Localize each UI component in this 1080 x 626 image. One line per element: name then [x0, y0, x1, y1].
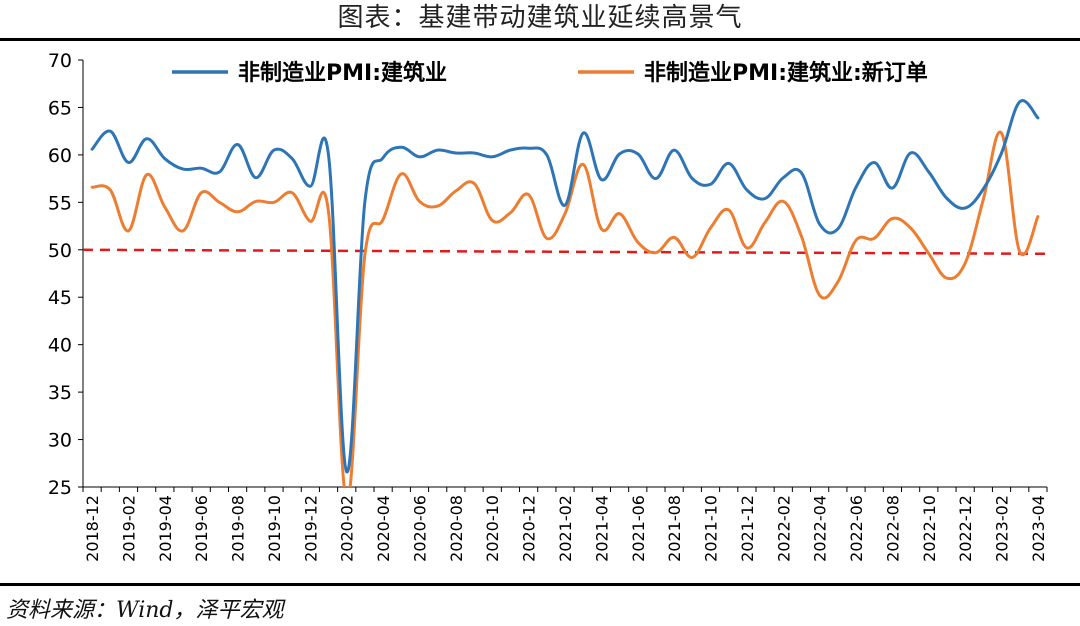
x-tick-label: 2018-12: [83, 495, 102, 562]
chart-legend: 非制造业PMI:建筑业 非制造业PMI:建筑业:新订单: [172, 60, 928, 86]
series-line-1: [90, 130, 1040, 487]
y-tick-label: 70: [48, 50, 72, 72]
x-tick-label: 2019-08: [229, 495, 248, 562]
x-tick-label: 2021-04: [592, 495, 611, 562]
x-tick-label: 2022-06: [847, 495, 866, 562]
x-tick-label: 2023-02: [993, 495, 1012, 562]
x-tick-label: 2019-10: [265, 495, 284, 562]
x-tick-label: 2022-12: [956, 495, 975, 562]
y-tick-label: 50: [48, 240, 72, 262]
y-tick-label: 25: [48, 477, 72, 499]
y-tick-label: 65: [48, 97, 72, 119]
title-divider: [0, 38, 1080, 41]
x-tick-label: 2019-12: [301, 495, 320, 562]
chart-axes: 25 30 35 40 45 50 55 60 65 70 2018-12 2019-02 2019-0…: [48, 50, 1048, 562]
x-tick-label: 2020-08: [447, 495, 466, 562]
x-tick-label: 2020-04: [374, 495, 393, 562]
y-tick-label: 40: [48, 335, 72, 357]
source-note: 资料来源：Wind，泽平宏观: [6, 598, 284, 623]
x-tick-label: 2021-02: [556, 495, 575, 562]
x-tick-label: 2021-12: [738, 495, 757, 562]
x-tick-label: 2022-02: [774, 495, 793, 562]
x-tick-label: 2020-12: [520, 495, 539, 562]
x-tick-label: 2022-04: [811, 495, 830, 562]
y-tick-label: 45: [48, 287, 72, 309]
reference-line-50: [82, 248, 1048, 256]
x-tick-label: 2021-08: [665, 495, 684, 562]
series-line-0: [90, 99, 1040, 474]
y-tick-label: 35: [48, 382, 72, 404]
x-tick-label: 2019-06: [192, 495, 211, 562]
legend-label-1: 非制造业PMI:建筑业:新订单: [644, 60, 928, 86]
x-tick-label: 2021-10: [702, 495, 721, 562]
series-lines: [90, 99, 1040, 487]
x-tick-label: 2022-10: [920, 495, 939, 562]
pmi-line-chart: 25 30 35 40 45 50 55 60 65 70 2018-12 2019-02 2019-0…: [48, 50, 1048, 562]
x-tick-label: 2020-02: [338, 495, 357, 562]
footer-divider: [0, 583, 1080, 586]
legend-label-0: 非制造业PMI:建筑业: [238, 60, 447, 86]
x-tick-label: 2020-06: [410, 495, 429, 562]
x-tick-label: 2020-10: [483, 495, 502, 562]
reference-line-group: [82, 248, 1048, 256]
x-tick-label: 2021-06: [629, 495, 648, 562]
x-tick-label: 2019-04: [156, 495, 175, 562]
y-tick-label: 55: [48, 192, 72, 214]
y-tick-label: 60: [48, 145, 72, 167]
y-tick-label: 30: [48, 430, 72, 452]
x-tick-label: 2022-08: [883, 495, 902, 562]
x-tick-label: 2023-04: [1029, 495, 1048, 562]
x-tick-label: 2019-02: [119, 495, 138, 562]
chart-title: 图表：基建带动建筑业延续高景气: [337, 3, 743, 33]
